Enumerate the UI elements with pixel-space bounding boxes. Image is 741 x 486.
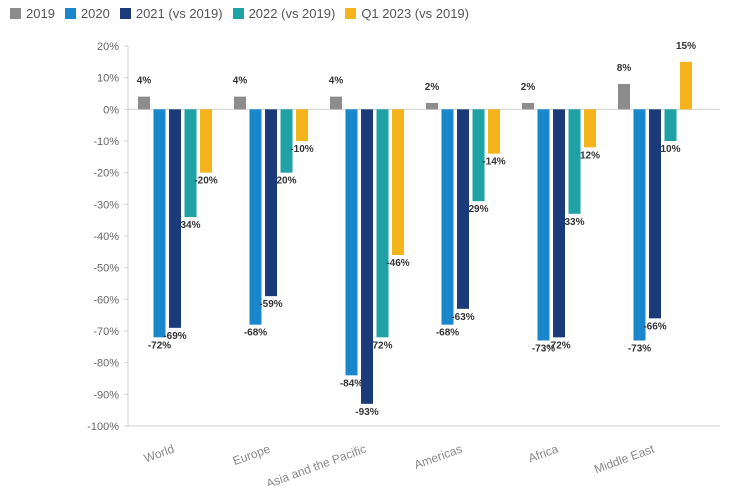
legend-item: 2020 bbox=[64, 6, 110, 21]
y-tick-label: -40% bbox=[93, 231, 119, 243]
bar bbox=[280, 109, 293, 173]
data-label: -68% bbox=[244, 328, 267, 339]
legend-swatch bbox=[345, 8, 357, 19]
bar bbox=[345, 109, 358, 376]
data-label: 8% bbox=[617, 63, 632, 74]
data-label: -68% bbox=[436, 328, 459, 339]
y-tick-label: -70% bbox=[93, 326, 119, 338]
bar bbox=[568, 109, 581, 214]
x-tick-label: World bbox=[142, 442, 176, 466]
bar bbox=[584, 109, 596, 148]
bar bbox=[138, 96, 150, 110]
bar bbox=[441, 109, 454, 325]
data-label: -14% bbox=[482, 157, 505, 168]
legend-label: Q1 2023 (vs 2019) bbox=[361, 6, 469, 21]
bar bbox=[296, 109, 308, 141]
bar bbox=[376, 109, 389, 338]
y-tick-label: 20% bbox=[97, 41, 119, 53]
bar bbox=[488, 109, 500, 154]
bar bbox=[265, 109, 277, 297]
y-tick-label: 0% bbox=[103, 104, 119, 116]
data-label: 15% bbox=[676, 41, 696, 52]
x-tick-label: Africa bbox=[526, 442, 560, 466]
y-tick-label: -80% bbox=[93, 358, 119, 370]
data-label: -59% bbox=[259, 299, 282, 310]
bar bbox=[153, 109, 166, 338]
legend-swatch bbox=[119, 8, 131, 19]
legend-item: 2022 (vs 2019) bbox=[232, 6, 336, 21]
legend-label: 2021 (vs 2019) bbox=[135, 6, 223, 21]
x-tick-label: Asia and the Pacific bbox=[264, 442, 368, 486]
data-label: 20% bbox=[276, 176, 296, 187]
bar bbox=[169, 109, 181, 328]
legend-swatch bbox=[64, 8, 76, 19]
bar bbox=[553, 109, 565, 338]
legend-swatch bbox=[232, 8, 244, 19]
data-label: 34% bbox=[180, 220, 200, 231]
legend-label: 2020 bbox=[80, 6, 110, 21]
legend-label: 2019 bbox=[26, 6, 55, 21]
data-label: -69% bbox=[163, 331, 186, 342]
bar bbox=[361, 109, 373, 404]
bar bbox=[537, 109, 550, 341]
y-tick-label: -100% bbox=[87, 421, 119, 433]
bar bbox=[633, 109, 646, 341]
bar bbox=[472, 109, 485, 202]
y-tick-label: -20% bbox=[93, 168, 119, 180]
bar bbox=[522, 103, 534, 110]
y-tick-label: -50% bbox=[93, 263, 119, 275]
data-label: -66% bbox=[643, 321, 666, 332]
data-label: 29% bbox=[468, 204, 488, 215]
y-tick-label: -10% bbox=[93, 136, 119, 148]
bar bbox=[680, 61, 692, 110]
data-label: -73% bbox=[532, 344, 555, 355]
bar bbox=[457, 109, 469, 309]
data-label: -20% bbox=[194, 176, 217, 187]
bar bbox=[618, 84, 630, 110]
y-tick-label: 10% bbox=[97, 73, 119, 85]
x-tick-label: Middle East bbox=[592, 441, 656, 476]
legend-item: 2021 (vs 2019) bbox=[119, 6, 223, 21]
legend-item: 2019 bbox=[10, 6, 55, 21]
data-label: -72% bbox=[148, 340, 171, 351]
legend-label: 2022 (vs 2019) bbox=[248, 6, 336, 21]
data-label: -10% bbox=[290, 144, 313, 155]
bar bbox=[234, 96, 246, 110]
legend-swatch bbox=[10, 8, 21, 19]
data-label: 4% bbox=[137, 76, 152, 87]
legend: 2019 2020 2021 (vs 2019) 2022 (vs 2019) Q1 2… bbox=[10, 6, 479, 21]
data-label: -72% bbox=[547, 340, 570, 351]
data-label: -46% bbox=[386, 258, 409, 269]
y-tick-label: -60% bbox=[93, 294, 119, 306]
x-tick-label: Americas bbox=[412, 442, 464, 472]
bar bbox=[184, 109, 197, 217]
data-label: 12% bbox=[580, 150, 600, 161]
bar bbox=[649, 109, 661, 319]
bar bbox=[392, 109, 404, 255]
data-label: 2% bbox=[521, 82, 536, 93]
bar bbox=[426, 103, 438, 110]
data-label: -63% bbox=[451, 312, 474, 323]
bar bbox=[664, 109, 677, 141]
data-label: 4% bbox=[329, 76, 344, 87]
bar bbox=[249, 109, 262, 325]
y-tick-label: -30% bbox=[93, 199, 119, 211]
legend-item: Q1 2023 (vs 2019) bbox=[345, 6, 469, 21]
data-label: -93% bbox=[355, 407, 378, 418]
data-label: -84% bbox=[340, 378, 363, 389]
data-label: -73% bbox=[628, 344, 651, 355]
bar bbox=[330, 96, 342, 110]
data-label: 2% bbox=[425, 82, 440, 93]
data-label: 72% bbox=[372, 340, 392, 351]
bar bbox=[200, 109, 212, 173]
y-tick-label: -90% bbox=[93, 389, 119, 401]
data-label: 4% bbox=[233, 76, 248, 87]
data-label: 10% bbox=[660, 144, 680, 155]
data-label: 33% bbox=[564, 217, 584, 228]
x-tick-label: Europe bbox=[231, 442, 272, 469]
